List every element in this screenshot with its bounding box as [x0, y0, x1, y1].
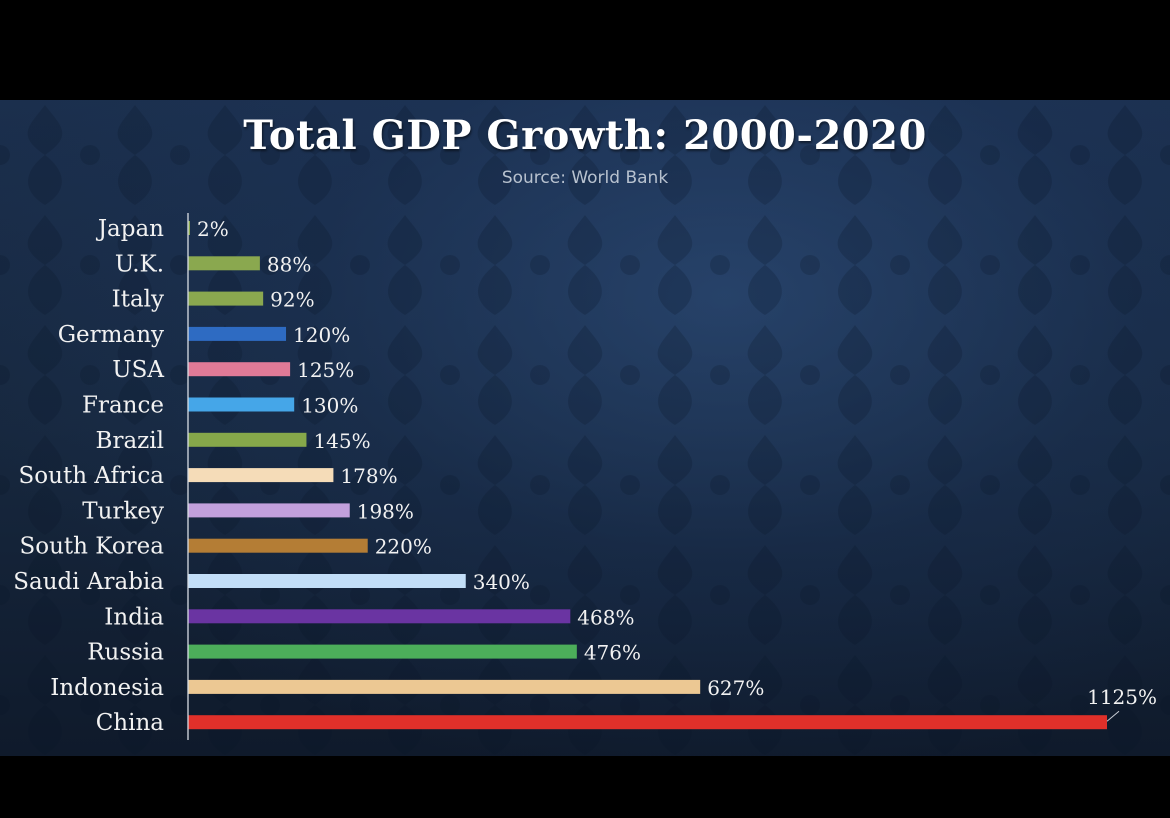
data-label: 125% [297, 358, 354, 382]
bar-south-korea [188, 538, 368, 553]
data-label: 92% [270, 288, 314, 312]
chart-title: Total GDP Growth: 2000-2020 [243, 112, 927, 159]
category-label: Germany [58, 322, 164, 348]
category-label: France [82, 393, 164, 419]
category-label: Russia [87, 640, 164, 666]
bar-japan [188, 221, 190, 235]
data-label: 120% [293, 323, 350, 347]
bars-layer: Japan 2% U.K. 88% Italy 92% Germany 120% USA 125%… [13, 216, 1157, 736]
data-label: 88% [267, 252, 311, 276]
bar-germany [188, 326, 287, 341]
bar-china [188, 715, 1107, 730]
category-label: Japan [96, 216, 164, 242]
data-label: 627% [707, 676, 764, 700]
bar-russia [188, 644, 577, 659]
data-label: 178% [340, 464, 397, 488]
chart-subtitle: Source: World Bank [501, 168, 669, 188]
data-label: 130% [301, 394, 358, 418]
bar-u-k [188, 256, 260, 271]
data-label: 198% [357, 499, 414, 523]
data-label: 468% [577, 605, 634, 629]
data-label: 145% [313, 429, 370, 453]
bar-italy [188, 291, 264, 306]
bar-usa [188, 362, 291, 377]
bar-brazil [188, 432, 307, 447]
category-label: USA [112, 357, 164, 383]
category-label: Turkey [82, 498, 164, 524]
category-label: India [104, 604, 164, 630]
category-label: U.K. [115, 251, 164, 277]
category-label: Italy [112, 287, 164, 313]
bar-saudi-arabia [188, 574, 466, 588]
bar-france [188, 397, 295, 412]
data-label: 1125% [1087, 685, 1157, 709]
data-label: 476% [584, 641, 641, 665]
data-label: 340% [473, 570, 530, 594]
leader-line [1106, 710, 1120, 722]
category-label: Indonesia [50, 675, 164, 701]
data-label: 2% [197, 217, 229, 241]
category-label: Brazil [96, 428, 164, 454]
data-label: 220% [375, 535, 432, 559]
bar-indonesia [188, 679, 701, 694]
bar-turkey [188, 503, 350, 518]
category-label: China [96, 710, 165, 736]
category-label: Saudi Arabia [13, 569, 164, 595]
category-label: South Africa [19, 463, 165, 489]
category-label: South Korea [19, 534, 164, 560]
bar-south-africa [188, 468, 334, 483]
bar-india [188, 609, 571, 624]
